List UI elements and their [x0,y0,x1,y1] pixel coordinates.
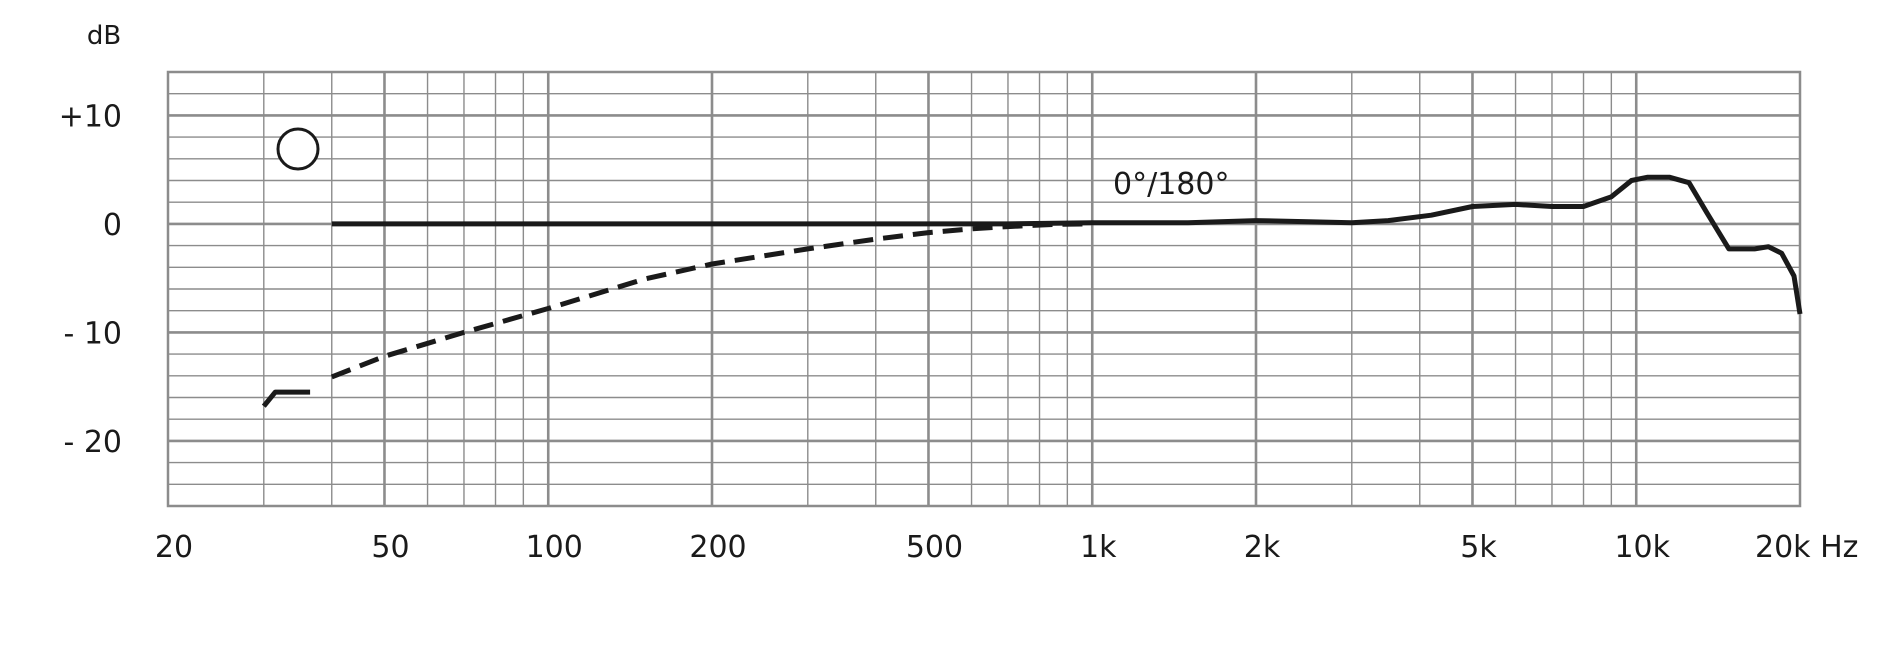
x-tick-label: 20k Hz [1755,530,1858,565]
y-tick-label: - 10 [63,316,122,351]
x-tick-label: 50 [371,530,409,565]
curve-label-0-180: 0°/180° [1113,167,1229,202]
x-tick-label: 5k [1460,530,1497,565]
x-tick-label: 1k [1080,530,1117,565]
curves [261,174,1803,408]
y-axis-unit: dB [87,21,121,51]
x-tick-label: 10k [1614,530,1670,565]
response-curve-3-solid [261,389,311,408]
y-tick-label: 0 [103,208,122,243]
x-tick-label: 200 [689,530,746,565]
y-tick-label: +10 [59,99,122,134]
response-curve-1-solid [331,174,1803,315]
grid [168,71,1800,507]
tick-labels: 20 50 100 200 500 1k 2k 5k 10k 20k Hz +10 0 - 10 - 20 [59,99,1859,565]
x-tick-label: 100 [526,530,583,565]
omnidirectional-circle-icon [276,127,320,171]
response-curve-2-dashed [330,221,1093,380]
x-tick-label: 20 [155,530,193,565]
plot-frame [166,70,1802,508]
x-tick-label: 2k [1244,530,1281,565]
x-tick-label: 500 [906,530,963,565]
y-tick-label: - 20 [63,425,122,460]
